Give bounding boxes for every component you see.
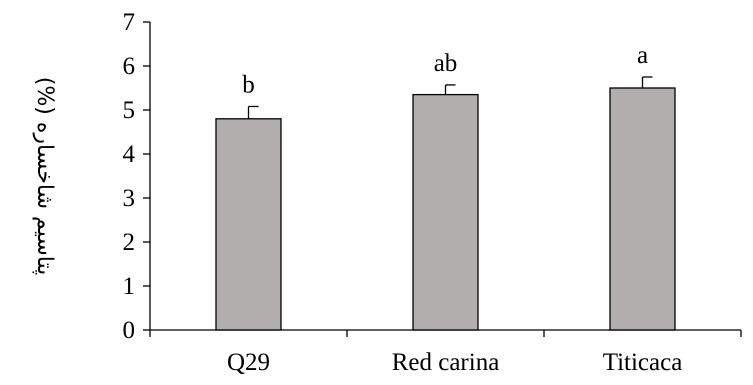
y-tick-label: 7	[123, 9, 136, 36]
significance-label: a	[637, 42, 648, 69]
y-tick-label: 5	[123, 97, 136, 124]
category-label: Red carina	[392, 349, 500, 376]
y-tick-label: 2	[123, 229, 136, 256]
y-tick-label: 0	[123, 317, 136, 344]
bars	[215, 87, 676, 331]
error-bars	[247, 76, 653, 119]
significance-label: ab	[434, 50, 458, 77]
y-ticks: 0 1 2 3 4 5 6 7	[123, 9, 136, 344]
significance-label: b	[242, 71, 255, 98]
bar	[609, 87, 676, 331]
significance-labels: b ab a	[242, 42, 648, 98]
bar	[412, 93, 479, 331]
category-label: Q29	[227, 349, 270, 376]
category-labels: Q29 Red carina Titicaca	[227, 349, 682, 376]
y-axis-title-group: پتاسیم شاخساره (%)	[32, 77, 57, 275]
y-tick-label: 6	[123, 53, 136, 80]
y-tick-label: 1	[123, 273, 136, 300]
bar	[215, 118, 282, 331]
category-label: Titicaca	[603, 349, 683, 376]
y-axis-title: پتاسیم شاخساره (%)	[32, 77, 57, 275]
y-tick-label: 3	[123, 185, 136, 212]
y-tick-label: 4	[123, 141, 136, 168]
